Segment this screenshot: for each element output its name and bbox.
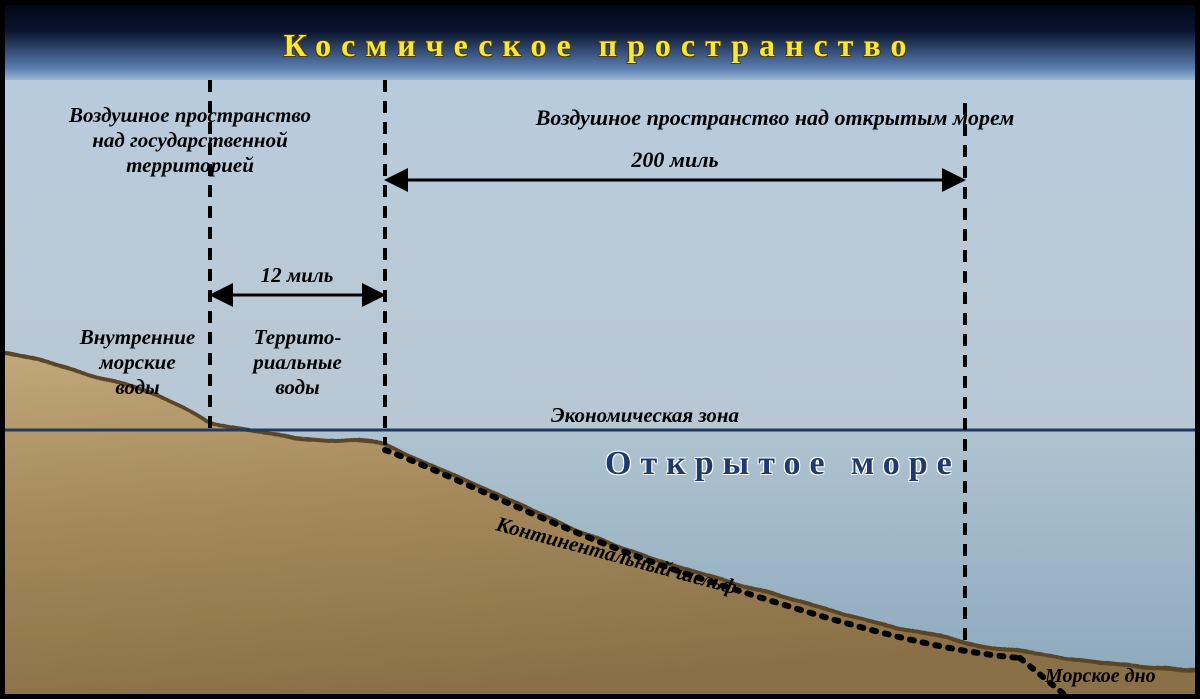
label-200-miles: 200 миль: [595, 147, 755, 173]
label-seabed: Морское дно: [1045, 665, 1156, 688]
label-economic-zone: Экономическая зона: [485, 403, 805, 428]
label-open-sea: Открытое море: [605, 445, 961, 483]
label-airspace-state: Воздушное пространствонад государственно…: [30, 103, 350, 178]
maritime-zones-diagram: Континентальный шельф Космическое простр…: [0, 0, 1200, 699]
label-airspace-open-sea: Воздушное пространство над открытым море…: [400, 105, 1150, 131]
label-internal-waters: Внутренниеморскиеводы: [65, 325, 210, 400]
label-territorial-waters: Террито-риальныеводы: [215, 325, 380, 400]
label-12-miles: 12 миль: [227, 263, 367, 288]
label-outer-space: Космическое пространство: [5, 27, 1195, 64]
